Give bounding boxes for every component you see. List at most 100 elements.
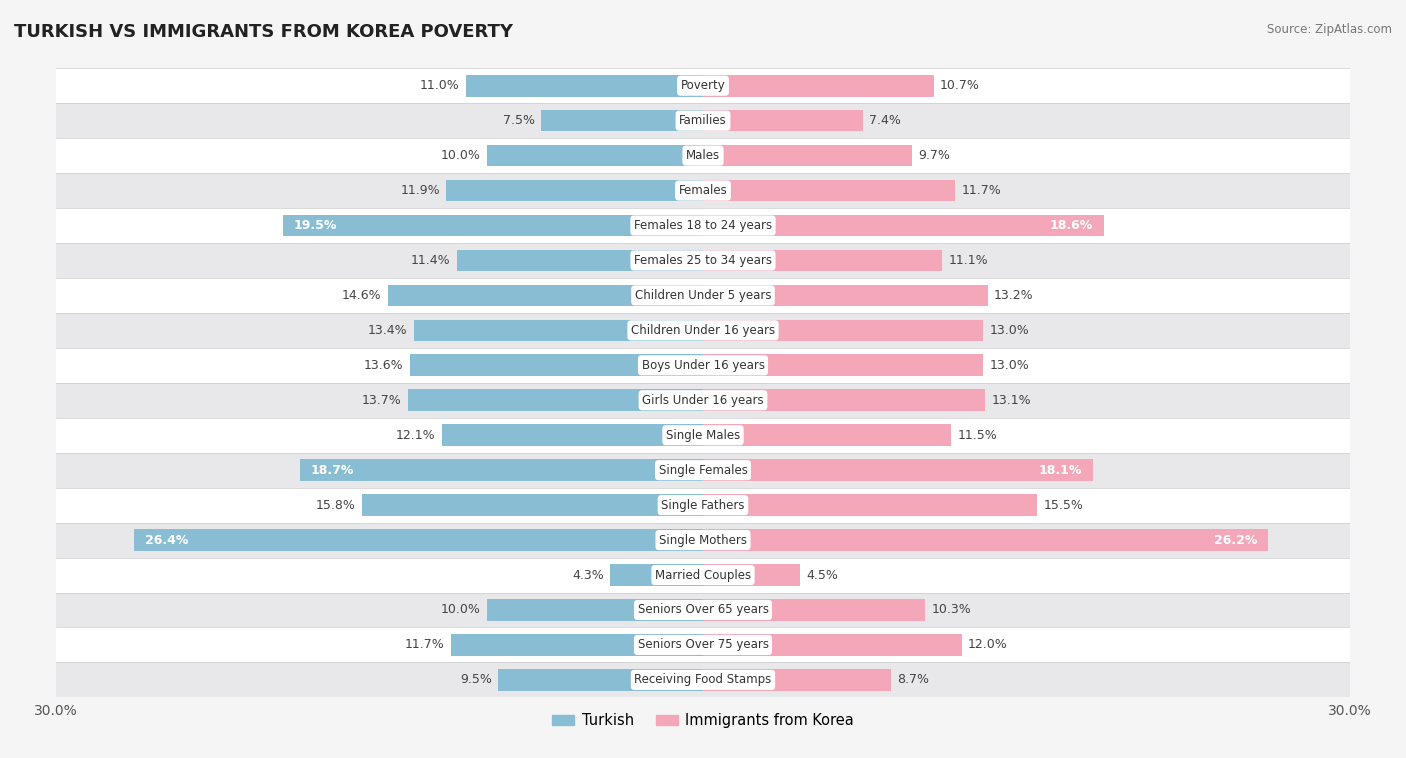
Bar [703, 424, 950, 446]
Bar [56, 278, 1350, 313]
Text: 19.5%: 19.5% [294, 219, 337, 232]
Bar [703, 249, 942, 271]
Text: 9.7%: 9.7% [918, 149, 950, 162]
Bar [703, 180, 955, 202]
Text: 13.7%: 13.7% [361, 393, 401, 407]
Text: Seniors Over 65 years: Seniors Over 65 years [637, 603, 769, 616]
Text: 4.3%: 4.3% [572, 568, 603, 581]
Bar [56, 418, 1350, 453]
Bar [488, 599, 703, 621]
Text: TURKISH VS IMMIGRANTS FROM KOREA POVERTY: TURKISH VS IMMIGRANTS FROM KOREA POVERTY [14, 23, 513, 41]
Text: 7.4%: 7.4% [869, 114, 901, 127]
Text: 4.5%: 4.5% [807, 568, 838, 581]
Text: 10.7%: 10.7% [941, 79, 980, 92]
Bar [457, 249, 703, 271]
Text: 13.6%: 13.6% [364, 359, 404, 372]
Bar [703, 145, 912, 167]
Bar [56, 348, 1350, 383]
Bar [703, 215, 1104, 236]
Text: Married Couples: Married Couples [655, 568, 751, 581]
Bar [56, 173, 1350, 208]
Bar [703, 564, 800, 586]
Bar [56, 628, 1350, 662]
Text: 11.0%: 11.0% [419, 79, 460, 92]
Text: 11.4%: 11.4% [411, 254, 451, 267]
Text: Girls Under 16 years: Girls Under 16 years [643, 393, 763, 407]
Text: Seniors Over 75 years: Seniors Over 75 years [637, 638, 769, 651]
Text: Boys Under 16 years: Boys Under 16 years [641, 359, 765, 372]
Bar [703, 494, 1038, 516]
Text: 13.0%: 13.0% [990, 359, 1029, 372]
Bar [56, 487, 1350, 522]
Text: 15.5%: 15.5% [1043, 499, 1084, 512]
Text: Children Under 16 years: Children Under 16 years [631, 324, 775, 337]
Text: 11.5%: 11.5% [957, 429, 997, 442]
Text: Source: ZipAtlas.com: Source: ZipAtlas.com [1267, 23, 1392, 36]
Text: 26.4%: 26.4% [145, 534, 188, 547]
Bar [56, 558, 1350, 593]
Text: 15.8%: 15.8% [316, 499, 356, 512]
Bar [488, 145, 703, 167]
Text: Poverty: Poverty [681, 79, 725, 92]
Bar [56, 593, 1350, 628]
Text: Females 25 to 34 years: Females 25 to 34 years [634, 254, 772, 267]
Text: 18.7%: 18.7% [311, 464, 354, 477]
Text: 9.5%: 9.5% [460, 673, 492, 687]
Text: 18.1%: 18.1% [1039, 464, 1083, 477]
Bar [465, 75, 703, 96]
Bar [56, 103, 1350, 138]
Text: 13.4%: 13.4% [368, 324, 408, 337]
Text: 26.2%: 26.2% [1213, 534, 1257, 547]
Text: Males: Males [686, 149, 720, 162]
Bar [56, 68, 1350, 103]
Text: 18.6%: 18.6% [1050, 219, 1094, 232]
Bar [56, 313, 1350, 348]
Text: Single Mothers: Single Mothers [659, 534, 747, 547]
Bar [408, 390, 703, 411]
Text: 10.0%: 10.0% [441, 149, 481, 162]
Bar [703, 529, 1268, 551]
Bar [451, 634, 703, 656]
Bar [703, 355, 983, 376]
Text: 7.5%: 7.5% [503, 114, 534, 127]
Text: 13.2%: 13.2% [994, 289, 1033, 302]
Bar [541, 110, 703, 131]
Text: 14.6%: 14.6% [342, 289, 382, 302]
Bar [703, 284, 987, 306]
Bar [56, 383, 1350, 418]
Bar [610, 564, 703, 586]
Text: Single Females: Single Females [658, 464, 748, 477]
Bar [363, 494, 703, 516]
Legend: Turkish, Immigrants from Korea: Turkish, Immigrants from Korea [547, 707, 859, 734]
Text: 10.3%: 10.3% [932, 603, 972, 616]
Bar [388, 284, 703, 306]
Text: 11.7%: 11.7% [405, 638, 444, 651]
Bar [409, 355, 703, 376]
Bar [498, 669, 703, 691]
Text: 11.1%: 11.1% [949, 254, 988, 267]
Bar [703, 110, 862, 131]
Bar [703, 320, 983, 341]
Bar [56, 662, 1350, 697]
Text: 11.9%: 11.9% [401, 184, 440, 197]
Text: Receiving Food Stamps: Receiving Food Stamps [634, 673, 772, 687]
Text: 13.0%: 13.0% [990, 324, 1029, 337]
Bar [299, 459, 703, 481]
Bar [441, 424, 703, 446]
Bar [703, 669, 890, 691]
Bar [134, 529, 703, 551]
Bar [703, 634, 962, 656]
Text: 12.1%: 12.1% [396, 429, 436, 442]
Text: 10.0%: 10.0% [441, 603, 481, 616]
Bar [283, 215, 703, 236]
Bar [703, 390, 986, 411]
Bar [447, 180, 703, 202]
Text: Families: Families [679, 114, 727, 127]
Text: 11.7%: 11.7% [962, 184, 1001, 197]
Bar [703, 599, 925, 621]
Bar [56, 453, 1350, 487]
Text: Single Fathers: Single Fathers [661, 499, 745, 512]
Text: 8.7%: 8.7% [897, 673, 929, 687]
Text: 13.1%: 13.1% [991, 393, 1032, 407]
Bar [56, 138, 1350, 173]
